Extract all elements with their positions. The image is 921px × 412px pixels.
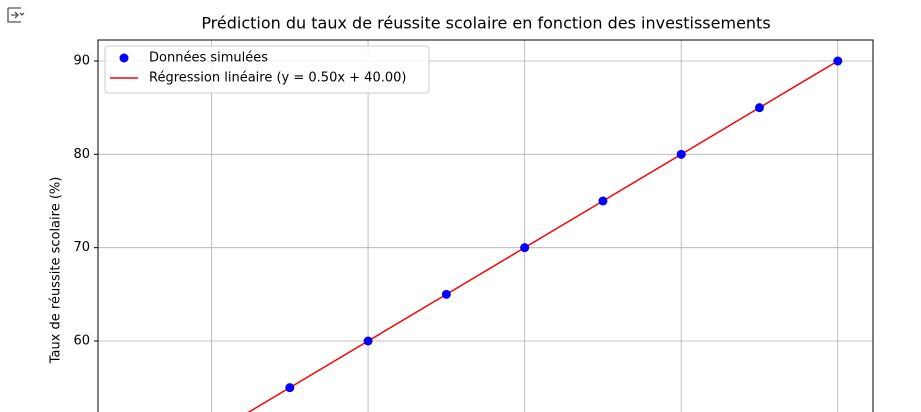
data-point — [754, 103, 764, 113]
y-tick-label: 90 — [73, 54, 90, 69]
data-point — [285, 383, 295, 393]
legend-swatch — [119, 53, 129, 63]
legend-label: Données simulées — [149, 51, 268, 66]
y-axis-label: Taux de réussite scolaire (%) — [49, 177, 64, 365]
toolbar-icon[interactable] — [7, 7, 25, 23]
data-point — [441, 289, 451, 299]
data-point — [363, 336, 373, 346]
legend-box — [104, 45, 430, 94]
y-tick-label: 80 — [73, 147, 90, 162]
data-point — [598, 196, 608, 206]
plot-area — [98, 40, 873, 412]
chart-title: Prédiction du taux de réussite scolaire … — [201, 14, 770, 33]
legend-label: Régression linéaire (y = 0.50x + 40.00) — [149, 71, 406, 86]
plot-frame — [97, 39, 874, 412]
data-point — [520, 243, 530, 253]
data-point — [833, 56, 843, 66]
y-tick-label: 70 — [73, 240, 90, 255]
icon-shape — [7, 7, 25, 23]
data-point — [676, 149, 686, 159]
y-tick-label: 60 — [73, 334, 90, 349]
legend: Données simulées Régression linéaire (y =… — [104, 45, 430, 94]
